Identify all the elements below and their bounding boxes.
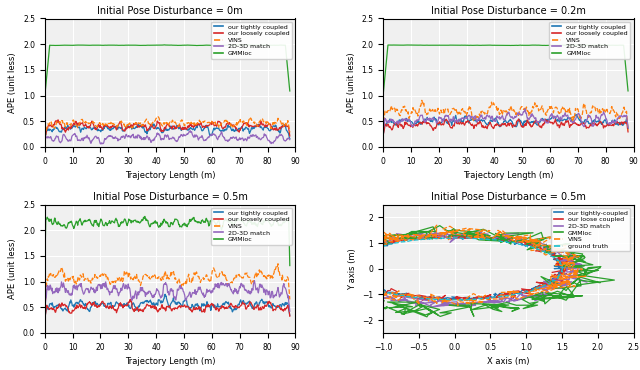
X-axis label: Trajectory Length (m): Trajectory Length (m) [125, 171, 215, 180]
X-axis label: X axis (m): X axis (m) [487, 357, 529, 366]
Legend: our tightly-coupled, our loose coupled, 2D-3D match, GMMloc, VINS, ground truth: our tightly-coupled, our loose coupled, … [551, 208, 630, 251]
Legend: our tightly coupled, our loosely coupled, VINS, 2D-3D match, GMMloc: our tightly coupled, our loosely coupled… [211, 21, 292, 58]
Y-axis label: APE (unit less): APE (unit less) [347, 53, 356, 113]
X-axis label: Trajectory Length (m): Trajectory Length (m) [125, 357, 215, 366]
Y-axis label: APE (unit less): APE (unit less) [8, 53, 17, 113]
Legend: our tightly coupled, our loosely coupled, VINS, 2D-3D match, GMMloc: our tightly coupled, our loosely coupled… [550, 21, 630, 58]
X-axis label: Trajectory Length (m): Trajectory Length (m) [463, 171, 554, 180]
Title: Initial Pose Disturbance = 0m: Initial Pose Disturbance = 0m [97, 6, 243, 16]
Title: Initial Pose Disturbance = 0.5m: Initial Pose Disturbance = 0.5m [431, 192, 586, 202]
Y-axis label: APE (unit less): APE (unit less) [8, 239, 17, 299]
Title: Initial Pose Disturbance = 0.2m: Initial Pose Disturbance = 0.2m [431, 6, 586, 16]
Legend: our tightly coupled, our loosely coupled, VINS, 2D-3D match, GMMloc: our tightly coupled, our loosely coupled… [211, 208, 292, 245]
Y-axis label: Y axis (m): Y axis (m) [348, 248, 356, 290]
Title: Initial Pose Disturbance = 0.5m: Initial Pose Disturbance = 0.5m [93, 192, 248, 202]
